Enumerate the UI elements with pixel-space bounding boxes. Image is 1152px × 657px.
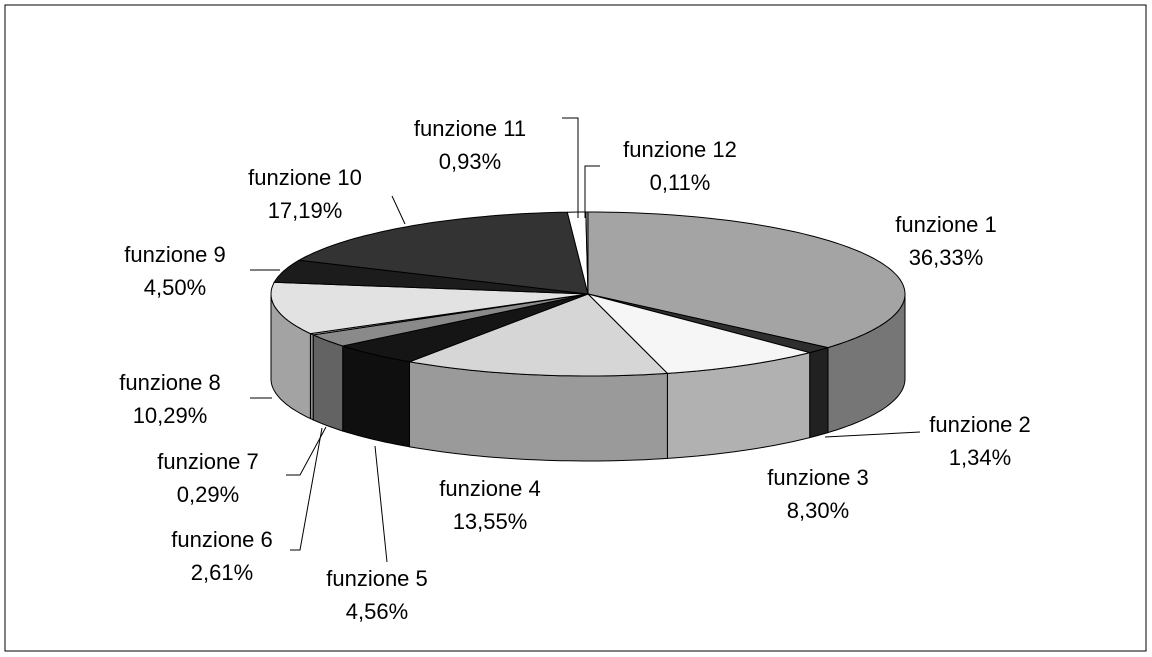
pie-slice bbox=[273, 259, 589, 295]
slice-side bbox=[312, 334, 344, 432]
pie-slice bbox=[270, 281, 589, 420]
slice-top bbox=[407, 293, 669, 377]
slice-value-label: 1,34% bbox=[949, 445, 1011, 470]
slice-value-label: 0,11% bbox=[650, 170, 711, 195]
slice-label: funzione 10 bbox=[248, 165, 362, 190]
slice-value-label: 0,93% bbox=[439, 149, 501, 174]
slice-side bbox=[409, 361, 668, 462]
slice-side bbox=[809, 346, 829, 439]
slice-value-label: 8,30% bbox=[787, 498, 849, 523]
slice-value-label: 10,29% bbox=[133, 403, 208, 428]
slice-top bbox=[297, 211, 589, 295]
leader-line bbox=[584, 165, 600, 218]
slice-value-label: 2,61% bbox=[191, 560, 253, 585]
pie-slice bbox=[587, 211, 906, 434]
slice-label: funzione 9 bbox=[124, 242, 226, 267]
slice-label: funzione 8 bbox=[119, 370, 221, 395]
slice-label: funzione 4 bbox=[439, 476, 541, 501]
slice-label: funzione 1 bbox=[895, 212, 997, 237]
slice-label: funzione 6 bbox=[171, 527, 273, 552]
slice-label: funzione 12 bbox=[623, 137, 737, 162]
slice-label: funzione 7 bbox=[157, 449, 259, 474]
leader-line bbox=[391, 195, 406, 225]
pie-slice bbox=[407, 293, 669, 462]
slice-label: funzione 2 bbox=[929, 412, 1031, 437]
leader-line bbox=[824, 431, 921, 438]
pie-slice bbox=[586, 293, 811, 459]
slice-top bbox=[585, 211, 589, 295]
slice-value-label: 0,29% bbox=[177, 482, 239, 507]
slice-top bbox=[270, 281, 589, 335]
slice-top bbox=[340, 293, 589, 363]
pie-slice bbox=[297, 211, 589, 295]
slice-value-label: 4,50% bbox=[144, 275, 206, 300]
leader-line bbox=[290, 427, 323, 551]
leader-line bbox=[374, 445, 388, 563]
leader-line bbox=[286, 426, 327, 476]
slice-value-label: 36,33% bbox=[909, 245, 984, 270]
slice-top bbox=[587, 211, 906, 349]
slice-value-label: 17,19% bbox=[268, 198, 343, 223]
slice-top bbox=[586, 293, 810, 374]
slice-top bbox=[273, 259, 589, 295]
pie-slice bbox=[311, 293, 589, 432]
slice-label: funzione 3 bbox=[767, 465, 869, 490]
slice-label: funzione 11 bbox=[414, 116, 526, 141]
slice-top bbox=[311, 293, 589, 347]
slice-value-label: 4,56% bbox=[346, 599, 408, 624]
slice-value-label: 13,55% bbox=[453, 509, 528, 534]
pie-slice bbox=[340, 293, 589, 448]
slice-side bbox=[342, 345, 410, 448]
slice-label: funzione 5 bbox=[326, 566, 428, 591]
pie-slice bbox=[585, 211, 589, 295]
leader-line bbox=[562, 117, 579, 218]
